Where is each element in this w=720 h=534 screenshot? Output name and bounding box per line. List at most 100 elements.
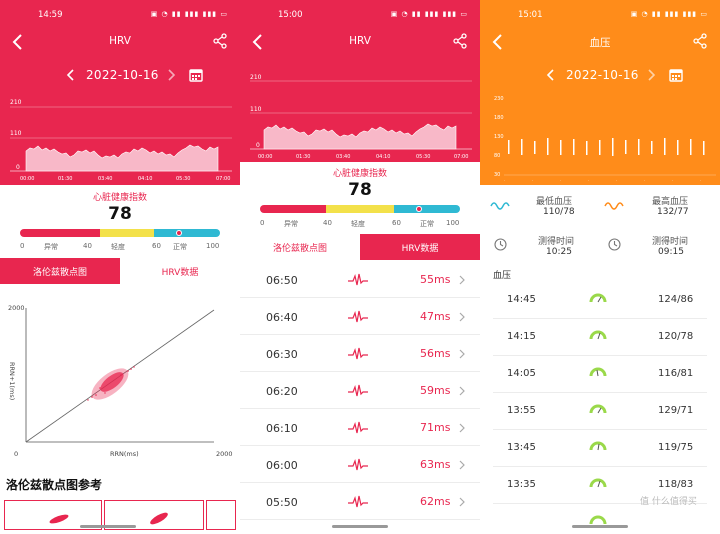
back-arrow-icon[interactable] bbox=[490, 32, 506, 52]
next-day-icon[interactable] bbox=[646, 68, 656, 82]
selected-date[interactable]: 2022-10-16 bbox=[86, 68, 159, 82]
tab-hrv-data[interactable]: HRV数据 bbox=[120, 258, 240, 284]
chevron-right-icon bbox=[459, 423, 465, 433]
bp-list-title: 血压 bbox=[493, 271, 512, 281]
reference-thumbnail[interactable] bbox=[206, 500, 236, 530]
x-axis-label: RRN(ms) bbox=[110, 450, 139, 458]
lorenz-scatter-plot: 2000 0 2000 RRN(ms) RRN+1(ms) bbox=[0, 296, 240, 462]
tab-lorenz-scatter[interactable]: 洛伦兹散点图 bbox=[0, 258, 120, 284]
calendar-icon[interactable] bbox=[189, 68, 203, 82]
heartbeat-icon bbox=[348, 310, 368, 323]
list-item-partial[interactable] bbox=[493, 504, 707, 534]
list-item[interactable]: 06:10 71ms bbox=[240, 409, 480, 446]
tab-lorenz-scatter[interactable]: 洛伦兹散点图 bbox=[240, 234, 360, 260]
share-icon[interactable] bbox=[212, 33, 228, 49]
reference-thumbnail[interactable] bbox=[4, 500, 102, 530]
bp-bar bbox=[560, 140, 562, 155]
record-time: 13:55 bbox=[507, 405, 536, 416]
chevron-right-icon bbox=[459, 386, 465, 396]
share-icon[interactable] bbox=[452, 33, 468, 49]
bp-value: 118/83 bbox=[658, 479, 694, 490]
list-item[interactable]: 13:55 129/71 bbox=[493, 393, 707, 430]
high-pressure-wave-icon bbox=[604, 202, 624, 210]
health-index-value: 78 bbox=[108, 204, 132, 224]
chevron-right-icon bbox=[459, 312, 465, 322]
date-selector: 2022-10-16 bbox=[0, 62, 240, 88]
x-max-label: 2000 bbox=[216, 450, 233, 458]
record-time: 06:30 bbox=[266, 348, 298, 361]
reference-thumbnail[interactable] bbox=[104, 500, 204, 530]
page-title: 血压 bbox=[589, 37, 611, 49]
home-indicator bbox=[332, 525, 388, 528]
bp-summary: 最低血压 110/78 最高血压 132/77 测得时间 10:25 测得时间 … bbox=[480, 190, 720, 262]
bp-bar bbox=[677, 140, 679, 155]
list-item[interactable]: 06:50 55ms bbox=[240, 261, 480, 298]
y-tick-label: 180 bbox=[494, 115, 504, 121]
bp-bar bbox=[625, 140, 627, 154]
record-time: 06:40 bbox=[266, 311, 298, 324]
heartbeat-icon bbox=[348, 273, 368, 286]
list-item[interactable]: 14:15 120/78 bbox=[493, 319, 707, 356]
status-time: 14:59 bbox=[38, 10, 63, 20]
max-bp-label: 最高血压 bbox=[652, 197, 689, 207]
bp-value: 129/71 bbox=[658, 405, 694, 416]
max-bp-time-value: 09:15 bbox=[658, 247, 684, 257]
list-item[interactable]: 13:35 118/83 bbox=[493, 467, 707, 504]
min-bp-value: 110/78 bbox=[543, 207, 575, 217]
tick-abnormal: 异常 bbox=[44, 243, 58, 251]
hrv-value: 47ms bbox=[420, 310, 451, 323]
calendar-icon[interactable] bbox=[669, 68, 683, 82]
nav-bar: HRV bbox=[240, 30, 480, 56]
selected-date[interactable]: 2022-10-16 bbox=[566, 68, 639, 82]
list-item[interactable]: 06:40 47ms bbox=[240, 298, 480, 335]
share-icon[interactable] bbox=[692, 33, 708, 49]
tick-40: 40 bbox=[83, 242, 92, 250]
back-arrow-icon[interactable] bbox=[10, 32, 26, 52]
list-item[interactable]: 06:00 63ms bbox=[240, 446, 480, 483]
y-axis-label: RRN+1(ms) bbox=[8, 362, 16, 400]
scatter-points bbox=[87, 366, 135, 401]
svg-text:·: · bbox=[560, 179, 561, 183]
svg-text:·: · bbox=[644, 179, 645, 183]
hrv-chart: 210 110 0 00:00 01:30 03:40 04:10 05:30 … bbox=[0, 92, 240, 184]
bp-record-list: 14:45 124/86 14:15 120/78 14:05 116/81 1… bbox=[480, 282, 720, 534]
tick-mild: 轻度 bbox=[351, 220, 365, 228]
health-index-title: 心脏健康指数 bbox=[92, 193, 147, 203]
list-item[interactable]: 05:50 62ms bbox=[240, 483, 480, 520]
hrv-area-series bbox=[25, 144, 219, 172]
list-item[interactable]: 06:20 59ms bbox=[240, 372, 480, 409]
list-item[interactable]: 13:45 119/75 bbox=[493, 430, 707, 467]
blood-pressure-chart: 230 180 130 80 30 · · · · · · · · bbox=[480, 92, 720, 184]
tick-60: 60 bbox=[152, 242, 161, 250]
bp-gauge-icon bbox=[589, 515, 607, 525]
status-time: 15:01 bbox=[518, 10, 543, 20]
status-icons: ▣ ◔ ▮▮ ▮▮▮ ▮▮▮ ▭ bbox=[150, 10, 228, 18]
hrv-value: 71ms bbox=[420, 421, 451, 434]
back-arrow-icon[interactable] bbox=[250, 32, 266, 52]
svg-text:·: · bbox=[616, 179, 617, 183]
list-item[interactable]: 06:30 56ms bbox=[240, 335, 480, 372]
hrv-data-list: 06:50 55ms 06:40 47ms 06:30 56ms 06:20 5… bbox=[240, 261, 480, 534]
hrv-value: 56ms bbox=[420, 347, 451, 360]
bp-bar bbox=[599, 140, 601, 155]
next-day-icon[interactable] bbox=[166, 68, 176, 82]
list-item[interactable]: 14:45 124/86 bbox=[493, 282, 707, 319]
tab-hrv-data[interactable]: HRV数据 bbox=[360, 234, 480, 260]
x-tick-label: 00:00 bbox=[258, 154, 272, 160]
svg-text:·: · bbox=[532, 179, 533, 183]
hrv-value: 63ms bbox=[420, 458, 451, 471]
bp-gauge-icon bbox=[589, 404, 607, 414]
previous-day-icon[interactable] bbox=[546, 68, 556, 82]
bp-gauge-icon bbox=[589, 478, 607, 488]
max-bp-value: 132/77 bbox=[657, 207, 689, 217]
svg-text:·: · bbox=[672, 179, 673, 183]
y-tick-label: 0 bbox=[16, 164, 20, 171]
chevron-right-icon bbox=[459, 497, 465, 507]
bp-bar bbox=[612, 138, 614, 156]
list-item[interactable]: 14:05 116/81 bbox=[493, 356, 707, 393]
home-indicator bbox=[572, 525, 628, 528]
bp-bar bbox=[651, 141, 653, 154]
previous-day-icon[interactable] bbox=[66, 68, 76, 82]
clock-icon bbox=[494, 238, 507, 251]
chevron-right-icon bbox=[459, 275, 465, 285]
